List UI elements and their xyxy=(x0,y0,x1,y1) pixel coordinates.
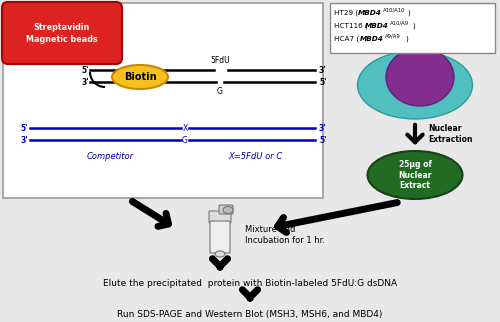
Text: ): ) xyxy=(407,10,410,16)
Text: 5FdU: 5FdU xyxy=(210,56,230,65)
FancyBboxPatch shape xyxy=(209,211,231,223)
Text: Run SDS-PAGE and Western Blot (MSH3, MSH6, and MBD4): Run SDS-PAGE and Western Blot (MSH3, MSH… xyxy=(118,310,382,319)
Text: A10/A10: A10/A10 xyxy=(383,7,406,13)
Ellipse shape xyxy=(215,251,225,257)
Text: ): ) xyxy=(412,23,415,29)
Text: Competitor: Competitor xyxy=(86,151,134,160)
Text: MBD4: MBD4 xyxy=(358,10,382,16)
Ellipse shape xyxy=(112,65,168,89)
Text: 3': 3' xyxy=(319,124,326,132)
Text: MBD4: MBD4 xyxy=(365,23,389,29)
Text: A9/A9: A9/A9 xyxy=(385,33,401,39)
FancyBboxPatch shape xyxy=(330,3,495,53)
Text: Nuclear
Extraction: Nuclear Extraction xyxy=(428,124,472,144)
Text: 3': 3' xyxy=(319,65,326,74)
Text: G: G xyxy=(217,87,223,96)
Text: MBD4: MBD4 xyxy=(360,36,384,42)
Text: Mixture and
Incubation for 1 hr.: Mixture and Incubation for 1 hr. xyxy=(245,225,325,245)
Text: X=5FdU or C: X=5FdU or C xyxy=(228,151,282,160)
Text: Biotin: Biotin xyxy=(124,72,156,82)
Ellipse shape xyxy=(223,206,233,213)
FancyBboxPatch shape xyxy=(3,3,323,198)
Text: 3': 3' xyxy=(20,136,28,145)
Text: G: G xyxy=(182,136,188,145)
Text: HT29 (: HT29 ( xyxy=(334,10,358,16)
Text: Magnetic beads: Magnetic beads xyxy=(26,34,98,43)
Text: 25μg of
Nuclear
Extract: 25μg of Nuclear Extract xyxy=(398,160,432,190)
Text: HCA7 (: HCA7 ( xyxy=(334,36,359,42)
FancyBboxPatch shape xyxy=(210,221,230,253)
Text: 5': 5' xyxy=(319,78,326,87)
Text: ): ) xyxy=(405,36,408,42)
FancyBboxPatch shape xyxy=(219,205,233,214)
FancyBboxPatch shape xyxy=(2,2,122,64)
Text: Elute the precipitated  protein with Biotin-labeled 5FdU:G dsDNA: Elute the precipitated protein with Biot… xyxy=(103,279,397,288)
Text: X: X xyxy=(182,124,188,132)
Text: 5': 5' xyxy=(82,65,89,74)
Ellipse shape xyxy=(358,51,472,119)
Text: 5': 5' xyxy=(319,136,326,145)
Text: Streptavidin: Streptavidin xyxy=(34,23,90,32)
Text: 5': 5' xyxy=(20,124,28,132)
Ellipse shape xyxy=(368,151,462,199)
Text: 3': 3' xyxy=(82,78,89,87)
Text: HCT116 (: HCT116 ( xyxy=(334,23,368,29)
Ellipse shape xyxy=(386,48,454,106)
Text: A10/A9: A10/A9 xyxy=(390,21,409,25)
